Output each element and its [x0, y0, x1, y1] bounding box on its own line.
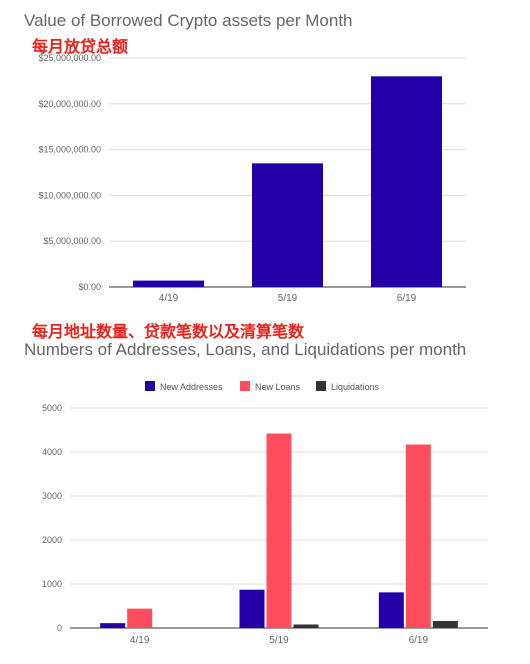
bar — [266, 433, 292, 628]
legend-label: New Addresses — [160, 382, 223, 392]
bar — [133, 280, 204, 287]
y-tick-label: 0 — [57, 623, 62, 633]
y-tick-label: $10,000,000.00 — [38, 190, 101, 200]
legend-swatch — [316, 381, 326, 391]
x-tick-label: 5/19 — [278, 293, 298, 304]
legend-swatch — [145, 381, 155, 391]
legend-label: Liquidations — [331, 382, 380, 392]
bar — [293, 624, 319, 628]
bar — [371, 76, 442, 287]
chart1-subtitle: 每月放贷总额 — [32, 37, 129, 56]
y-tick-label: $20,000,000.00 — [38, 99, 101, 109]
y-tick-label: 2000 — [42, 535, 62, 545]
bar — [432, 620, 458, 628]
x-tick-label: 4/19 — [159, 293, 179, 304]
bar — [239, 589, 265, 628]
x-tick-label: 6/19 — [397, 293, 417, 304]
y-tick-label: $25,000,000.00 — [38, 53, 101, 63]
y-tick-label: 3000 — [42, 491, 62, 501]
legend-swatch — [240, 381, 250, 391]
chart1-title: Value of Borrowed Crypto assets per Mont… — [24, 11, 353, 30]
y-tick-label: 5000 — [42, 403, 62, 413]
y-tick-label: 1000 — [42, 579, 62, 589]
bar — [127, 608, 153, 628]
chart2-subtitle: 每月地址数量、贷款笔数以及清算笔数 — [32, 322, 305, 341]
chart2-title: Numbers of Addresses, Loans, and Liquida… — [24, 340, 467, 359]
legend-label: New Loans — [255, 382, 301, 392]
bar — [252, 163, 323, 287]
bar — [100, 623, 126, 628]
y-tick-label: $15,000,000.00 — [38, 145, 101, 155]
bar — [378, 592, 404, 628]
y-tick-label: 4000 — [42, 447, 62, 457]
y-tick-label: $0.00 — [78, 282, 101, 292]
bar — [405, 444, 431, 628]
x-tick-label: 4/19 — [130, 635, 150, 646]
y-tick-label: $5,000,000.00 — [43, 236, 101, 246]
x-tick-label: 6/19 — [409, 635, 429, 646]
x-tick-label: 5/19 — [269, 635, 289, 646]
